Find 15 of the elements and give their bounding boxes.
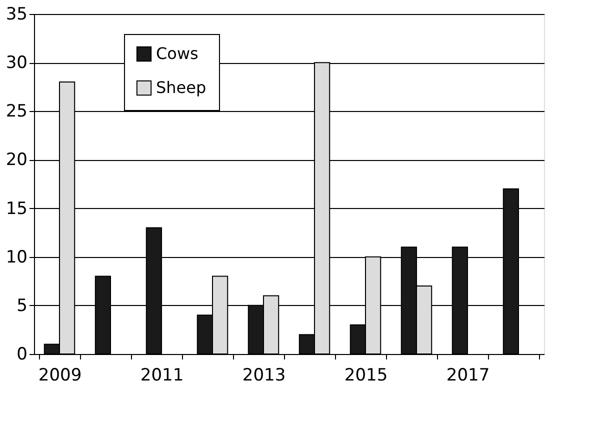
y-tick-label: 0 (16, 344, 28, 364)
y-tick-label: 25 (6, 102, 28, 122)
x-tick-label: 2017 (446, 366, 490, 386)
x-tick-label: 2011 (140, 366, 184, 386)
legend-label: Cows (156, 44, 198, 63)
x-tick-label: 2013 (242, 366, 286, 386)
legend-label: Sheep (156, 78, 206, 97)
y-tick-label: 20 (6, 150, 28, 170)
y-tick-label: 35 (6, 4, 28, 24)
y-tick-label: 5 (16, 296, 28, 316)
x-tick-label: 2015 (344, 366, 388, 386)
y-tick-label: 15 (6, 198, 28, 219)
x-tick-label: 2009 (38, 366, 82, 386)
y-tick-label: 10 (6, 247, 28, 268)
y-tick-label: 30 (6, 53, 28, 74)
